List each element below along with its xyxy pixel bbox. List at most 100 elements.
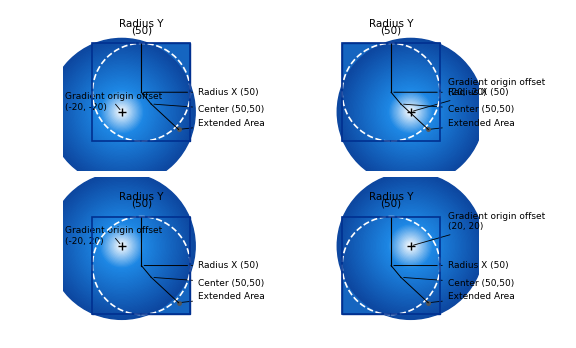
Text: Extended Area: Extended Area (181, 292, 265, 302)
Circle shape (52, 176, 192, 316)
Circle shape (389, 224, 433, 268)
Circle shape (395, 230, 427, 262)
Circle shape (401, 236, 420, 256)
Circle shape (89, 79, 155, 145)
Circle shape (50, 40, 194, 184)
Text: Radius Y: Radius Y (369, 192, 414, 202)
Circle shape (369, 70, 452, 153)
Circle shape (372, 73, 450, 151)
Circle shape (77, 66, 167, 157)
Circle shape (365, 201, 456, 291)
Circle shape (56, 46, 188, 178)
Circle shape (407, 242, 414, 250)
Circle shape (106, 96, 138, 128)
Circle shape (116, 240, 128, 252)
Circle shape (374, 209, 448, 283)
Circle shape (344, 46, 477, 178)
Circle shape (362, 63, 460, 161)
Circle shape (342, 177, 479, 315)
Circle shape (406, 241, 415, 251)
Circle shape (384, 219, 438, 273)
Text: Gradient origin offset
(-20, 20): Gradient origin offset (-20, 20) (65, 227, 162, 246)
Circle shape (96, 220, 147, 272)
Circle shape (337, 173, 484, 319)
Circle shape (73, 63, 170, 161)
Circle shape (403, 104, 418, 119)
Circle shape (67, 57, 177, 167)
Circle shape (339, 40, 483, 184)
Circle shape (400, 101, 422, 123)
Circle shape (404, 106, 417, 118)
Circle shape (380, 215, 441, 277)
Circle shape (343, 45, 478, 179)
Circle shape (347, 182, 474, 310)
Circle shape (59, 184, 184, 308)
Circle shape (357, 192, 464, 300)
Text: Center (50,50): Center (50,50) (404, 104, 514, 114)
Circle shape (386, 87, 435, 136)
Circle shape (51, 175, 193, 317)
Circle shape (381, 82, 440, 141)
Circle shape (401, 102, 420, 121)
Circle shape (74, 198, 169, 294)
Text: Radius Y: Radius Y (369, 19, 414, 29)
Circle shape (68, 58, 176, 166)
Circle shape (378, 213, 444, 279)
Circle shape (375, 76, 446, 147)
Circle shape (111, 235, 133, 257)
Circle shape (352, 187, 469, 305)
Circle shape (351, 52, 471, 172)
Circle shape (95, 85, 149, 139)
Circle shape (91, 215, 153, 277)
Circle shape (98, 223, 145, 269)
Circle shape (402, 103, 419, 120)
Circle shape (406, 107, 415, 117)
Text: Radius X (50): Radius X (50) (190, 261, 259, 270)
Circle shape (108, 232, 135, 259)
FancyBboxPatch shape (92, 216, 190, 315)
Text: Gradient origin offset
(20, 20): Gradient origin offset (20, 20) (414, 212, 545, 245)
Circle shape (65, 189, 179, 303)
Circle shape (355, 57, 465, 167)
Circle shape (404, 240, 417, 252)
Circle shape (388, 223, 434, 269)
Circle shape (113, 103, 130, 120)
Circle shape (104, 94, 140, 130)
Circle shape (116, 106, 128, 118)
Text: Center (50,50): Center (50,50) (404, 277, 514, 288)
Circle shape (81, 71, 162, 152)
Circle shape (86, 211, 157, 282)
Circle shape (58, 48, 185, 175)
Circle shape (59, 49, 184, 174)
FancyBboxPatch shape (92, 43, 190, 141)
Circle shape (75, 199, 168, 292)
Circle shape (119, 109, 124, 114)
Circle shape (107, 231, 137, 261)
Text: Gradient origin offset
(-20, -20): Gradient origin offset (-20, -20) (65, 92, 162, 112)
Circle shape (391, 227, 430, 266)
Circle shape (120, 245, 123, 247)
Circle shape (344, 180, 477, 312)
Circle shape (376, 212, 445, 280)
Circle shape (84, 74, 160, 150)
Circle shape (88, 212, 156, 280)
Circle shape (78, 68, 166, 156)
Circle shape (95, 219, 149, 273)
Circle shape (94, 84, 150, 140)
Circle shape (403, 239, 418, 253)
Circle shape (111, 101, 133, 123)
Circle shape (120, 111, 123, 113)
Circle shape (101, 225, 143, 267)
Circle shape (364, 65, 457, 158)
Circle shape (77, 201, 167, 291)
Circle shape (365, 66, 456, 157)
Circle shape (105, 229, 139, 263)
Circle shape (52, 42, 192, 182)
Circle shape (350, 185, 472, 307)
Circle shape (408, 244, 413, 248)
Circle shape (385, 86, 437, 137)
Circle shape (50, 174, 194, 318)
Circle shape (70, 195, 173, 297)
Circle shape (100, 90, 144, 134)
Circle shape (113, 237, 130, 254)
